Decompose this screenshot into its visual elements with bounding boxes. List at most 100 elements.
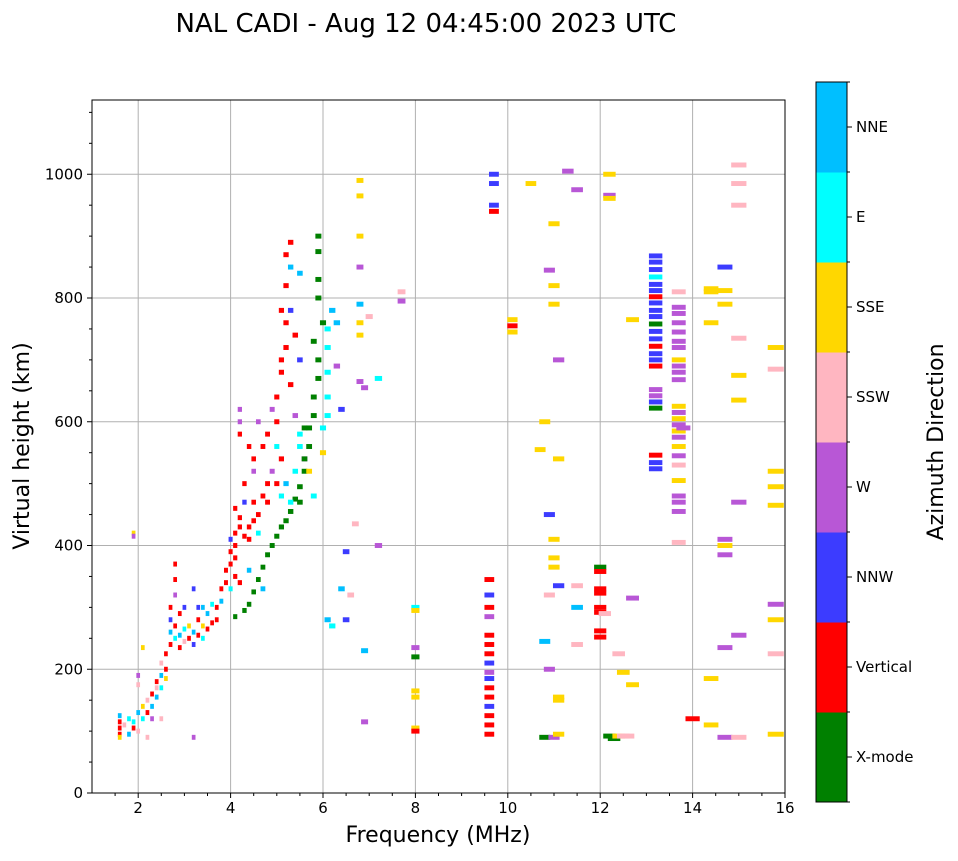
- data-point-ssw: [731, 734, 747, 740]
- data-point-ssw: [571, 642, 583, 647]
- data-point-w: [731, 632, 747, 638]
- data-point-nnw: [489, 181, 499, 187]
- data-point-ssw: [365, 314, 373, 320]
- data-point-sse: [552, 694, 565, 700]
- data-point-ssw: [351, 521, 359, 527]
- data-point-nnw: [648, 328, 663, 334]
- data-point-sse: [767, 617, 784, 623]
- data-point-nnw: [297, 357, 303, 363]
- data-point-ssw: [612, 651, 625, 657]
- data-point-sse: [164, 676, 168, 682]
- data-point-ssw: [397, 289, 406, 295]
- data-point-nnw: [342, 617, 350, 623]
- data-point-vertical: [219, 586, 224, 592]
- y-tick-label: 200: [54, 660, 83, 678]
- data-point-vertical: [214, 604, 219, 610]
- data-point-ssw: [767, 366, 784, 372]
- colorbar-segment-sse: [816, 262, 847, 353]
- data-point-x-mode: [301, 468, 308, 474]
- data-point-ssw: [598, 611, 611, 617]
- data-point-w: [717, 552, 733, 558]
- data-point-nnw: [552, 583, 565, 589]
- data-point-vertical: [233, 573, 238, 579]
- data-point-vertical: [484, 713, 495, 719]
- data-point-nne: [136, 710, 141, 716]
- colorbar-tick-label: SSW: [856, 388, 890, 406]
- colorbar-tick-label: NNE: [856, 118, 888, 136]
- data-point-x-mode: [315, 375, 322, 381]
- data-point-vertical: [205, 626, 210, 632]
- data-point-vertical: [164, 666, 168, 672]
- data-point-nnw: [191, 586, 196, 592]
- data-point-vertical: [246, 524, 252, 530]
- data-point-sse: [626, 682, 639, 688]
- data-point-vertical: [164, 651, 168, 657]
- data-point-x-mode: [648, 405, 663, 411]
- data-point-nnw: [717, 264, 733, 270]
- data-point-ssw: [347, 592, 355, 598]
- data-point-nnw: [338, 406, 345, 412]
- data-point-sse: [767, 484, 784, 490]
- data-point-sse: [201, 623, 205, 629]
- data-point-vertical: [237, 524, 242, 530]
- colorbar-frame: [815, 81, 848, 803]
- data-point-vertical: [274, 419, 280, 425]
- data-point-nne: [260, 586, 266, 592]
- colorbar-segment-w: [816, 442, 847, 533]
- data-point-e: [131, 719, 136, 725]
- data-point-w: [671, 409, 686, 415]
- data-point-sse: [731, 372, 747, 378]
- data-point-nne: [246, 567, 252, 573]
- data-point-nne: [127, 731, 131, 737]
- data-point-vertical: [168, 642, 173, 647]
- data-point-ssw: [159, 716, 164, 722]
- data-point-sse: [411, 607, 420, 613]
- data-point-e: [287, 499, 294, 505]
- data-point-nnw: [648, 357, 663, 363]
- data-point-w: [411, 645, 420, 651]
- data-point-e: [648, 274, 663, 280]
- data-point-sse: [626, 317, 639, 323]
- data-point-vertical: [411, 728, 420, 734]
- data-point-vertical: [278, 357, 285, 363]
- data-point-sse: [548, 301, 560, 307]
- data-point-vertical: [233, 530, 238, 536]
- data-point-x-mode: [603, 733, 616, 739]
- data-point-w: [552, 357, 565, 363]
- data-point-e: [329, 623, 336, 629]
- data-point-vertical: [648, 343, 663, 349]
- data-point-nne: [159, 672, 164, 678]
- data-point-w: [397, 298, 406, 304]
- data-point-vertical: [484, 731, 495, 737]
- data-point-nnw: [484, 592, 495, 598]
- data-point-x-mode: [265, 552, 270, 558]
- data-point-e: [274, 444, 280, 449]
- data-point-sse: [131, 530, 136, 536]
- data-point-e: [173, 635, 178, 641]
- data-point-x-mode: [233, 614, 238, 620]
- data-point-w: [562, 168, 574, 174]
- data-point-nnw: [648, 281, 663, 287]
- data-point-vertical: [283, 320, 289, 326]
- data-point-x-mode: [287, 508, 294, 514]
- data-point-x-mode: [301, 456, 308, 462]
- data-point-e: [324, 345, 331, 350]
- colorbar-segment-nne: [816, 82, 847, 173]
- data-point-vertical: [594, 586, 607, 592]
- data-point-ssw: [571, 583, 583, 589]
- data-point-nnw: [648, 336, 663, 342]
- data-point-sse: [411, 694, 420, 700]
- data-point-sse: [356, 320, 364, 326]
- data-point-x-mode: [269, 543, 275, 548]
- data-point-vertical: [489, 208, 499, 214]
- data-point-ssw: [731, 202, 747, 208]
- data-point-e: [127, 716, 131, 722]
- data-point-sse: [306, 468, 313, 474]
- y-axis-ticks: 0 200 400 600 800 1000: [45, 111, 92, 802]
- data-point-e: [324, 394, 331, 400]
- data-point-w: [237, 406, 242, 412]
- data-point-w: [671, 508, 686, 514]
- chart-title: NAL CADI - Aug 12 04:45:00 2023 UTC: [176, 9, 677, 39]
- data-point-e: [324, 413, 331, 419]
